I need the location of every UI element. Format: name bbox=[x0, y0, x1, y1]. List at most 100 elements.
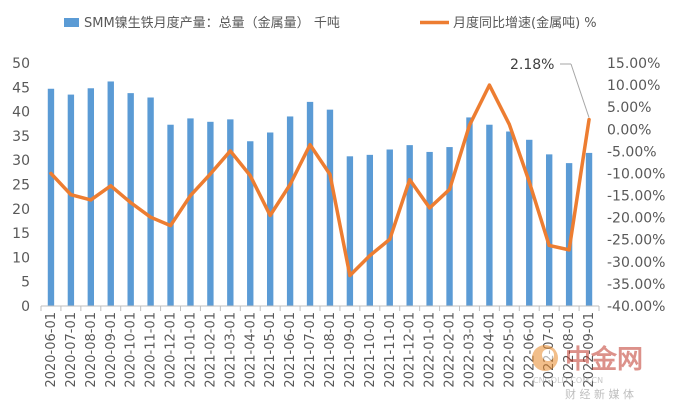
y-right-tick-label: 0.00% bbox=[607, 122, 651, 138]
bar bbox=[286, 116, 294, 307]
line-point bbox=[89, 198, 93, 202]
line-point bbox=[467, 123, 471, 127]
x-tick-label: 2020-08-01 bbox=[84, 312, 99, 388]
bar bbox=[446, 147, 453, 306]
line-point bbox=[188, 194, 192, 198]
bar bbox=[565, 163, 573, 306]
legend-line-label: 月度同比增速(金属吨) % bbox=[453, 15, 597, 31]
x-tick-label: 2020-10-01 bbox=[124, 312, 139, 388]
x-tick-label: 2021-01-01 bbox=[183, 312, 198, 388]
y-right-tick-label: -25.00% bbox=[607, 233, 665, 249]
y-left-tick-label: 50 bbox=[12, 56, 30, 72]
y-left-tick-label: 30 bbox=[12, 153, 30, 169]
line-point bbox=[368, 254, 372, 258]
line-point bbox=[348, 274, 352, 278]
x-tick-label: 2022-06-01 bbox=[522, 312, 537, 388]
y-right-tick-label: -10.00% bbox=[607, 166, 665, 182]
annotation-leader bbox=[570, 63, 590, 118]
y-left-tick-label: 40 bbox=[12, 105, 30, 121]
bar bbox=[346, 156, 354, 306]
x-tick-label: 2022-08-01 bbox=[562, 312, 577, 388]
line-point bbox=[149, 215, 153, 219]
line-point bbox=[527, 180, 531, 184]
x-tick-label: 2020-11-01 bbox=[144, 312, 159, 388]
legend-bar-label: SMM镍生铁月度产量：总量（金属量） 千吨 bbox=[84, 15, 340, 31]
bar bbox=[526, 139, 533, 306]
line-point bbox=[547, 243, 551, 247]
bar bbox=[127, 93, 134, 306]
x-tick-label: 2020-12-01 bbox=[164, 312, 179, 388]
line-point bbox=[69, 193, 73, 197]
x-tick-label: 2021-05-01 bbox=[263, 312, 278, 388]
bar bbox=[406, 145, 413, 306]
x-tick-label: 2022-01-01 bbox=[423, 312, 438, 388]
y-right-tick-label: 10.00% bbox=[607, 78, 660, 94]
y-right-tick-label: 15.00% bbox=[607, 56, 660, 72]
x-tick-label: 2022-05-01 bbox=[502, 312, 517, 388]
bar bbox=[107, 81, 114, 306]
y-left-tick-label: 10 bbox=[12, 250, 30, 266]
annotation-label: 2.18% bbox=[510, 57, 554, 73]
bar bbox=[506, 131, 513, 306]
x-tick-label: 2022-02-01 bbox=[443, 312, 458, 388]
x-tick-label: 2021-09-01 bbox=[343, 312, 358, 388]
y-right-tick-label: 5.00% bbox=[607, 100, 651, 116]
line-point bbox=[428, 206, 432, 210]
line-point bbox=[208, 172, 212, 176]
x-tick-label: 2021-12-01 bbox=[403, 312, 418, 388]
watermark-brand: 中金网 bbox=[565, 344, 643, 375]
bar bbox=[366, 154, 374, 306]
line-point bbox=[408, 178, 412, 182]
x-tick-label: 2021-02-01 bbox=[203, 312, 218, 388]
bar bbox=[247, 141, 254, 306]
bar bbox=[306, 101, 314, 306]
bar bbox=[585, 152, 593, 306]
bar bbox=[386, 149, 393, 306]
bar bbox=[326, 109, 334, 306]
y-right-tick-label: -40.00% bbox=[607, 299, 665, 315]
y-right-tick-label: -15.00% bbox=[607, 189, 665, 205]
bar bbox=[87, 88, 95, 306]
x-tick-label: 2021-07-01 bbox=[303, 312, 318, 388]
legend-bar-swatch bbox=[64, 18, 79, 27]
x-tick-label: 2021-06-01 bbox=[283, 312, 298, 388]
legend: SMM镍生铁月度产量：总量（金属量） 千吨 月度同比增速(金属吨) % bbox=[64, 15, 597, 31]
y-left-tick-label: 20 bbox=[12, 202, 30, 218]
bar bbox=[227, 119, 234, 306]
bar bbox=[67, 94, 75, 306]
line-point bbox=[169, 224, 173, 228]
line-point bbox=[129, 201, 133, 205]
y-left-tick-label: 35 bbox=[12, 129, 30, 145]
line-point bbox=[228, 149, 232, 153]
line-point bbox=[49, 171, 53, 175]
line-point bbox=[288, 183, 292, 186]
line-point bbox=[248, 174, 252, 178]
x-tick-label: 2022-04-01 bbox=[482, 312, 497, 388]
bar bbox=[466, 117, 473, 306]
y-left-tick-label: 0 bbox=[21, 299, 30, 315]
watermark-logo-inner-icon bbox=[542, 349, 554, 361]
bar bbox=[147, 97, 154, 306]
bar bbox=[167, 124, 174, 306]
x-tick-label: 2020-07-01 bbox=[64, 312, 79, 388]
y-right-tick-label: -30.00% bbox=[607, 255, 665, 271]
y-right-tick-label: -20.00% bbox=[607, 211, 665, 227]
bar bbox=[266, 132, 274, 306]
x-tick-label: 2021-10-01 bbox=[363, 312, 378, 388]
y-right-tick-label: -5.00% bbox=[607, 144, 657, 160]
y-left-tick-label: 45 bbox=[12, 80, 30, 96]
plot-area: 0 5 10 15 20 25 30 35 40 45 50 -40.00% -35.00% -30.00… bbox=[12, 56, 665, 388]
x-tick-label: 2021-08-01 bbox=[323, 312, 338, 388]
line-point bbox=[328, 172, 332, 176]
line-point bbox=[308, 143, 312, 147]
y-left-tick-label: 25 bbox=[12, 178, 30, 194]
line-series-yoy bbox=[49, 83, 591, 278]
watermark: 中金网 CNGOLD.COM.CN 财 经 新 媒 体 bbox=[532, 344, 643, 401]
x-tick-label: 2022-03-01 bbox=[462, 312, 477, 388]
bar bbox=[187, 118, 194, 307]
bar bbox=[545, 154, 553, 306]
bar bbox=[47, 88, 55, 307]
line-point bbox=[487, 83, 491, 87]
x-tick-label: 2022-09-01 bbox=[582, 312, 597, 388]
